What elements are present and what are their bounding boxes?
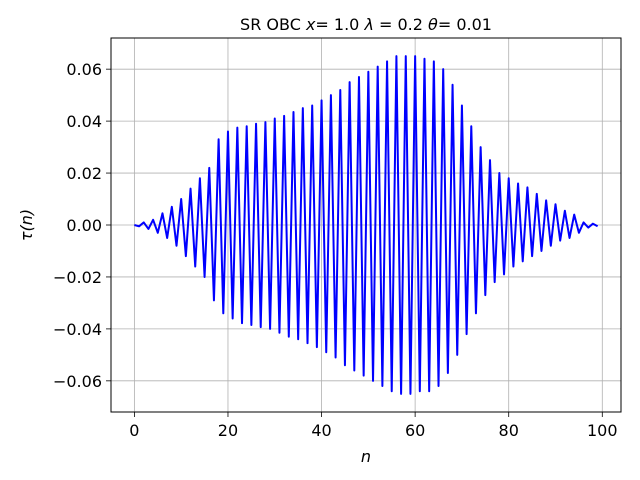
- series-line: [134, 55, 599, 395]
- y-axis-label: τ(n): [17, 209, 36, 241]
- y-tick-label: 0.06: [66, 60, 102, 79]
- y-tick-label: 0.00: [66, 216, 102, 235]
- x-tick-label: 0: [129, 421, 139, 440]
- line-layer: [134, 55, 599, 395]
- x-tick-label: 20: [218, 421, 238, 440]
- x-tick-label: 40: [311, 421, 331, 440]
- y-tick-label: −0.02: [53, 268, 102, 287]
- x-tick-label: 60: [405, 421, 425, 440]
- x-tick-label: 80: [499, 421, 519, 440]
- y-tick-label: −0.06: [53, 372, 102, 391]
- x-ticks: 0 20 40 60 80 100: [129, 412, 618, 440]
- y-tick-label: 0.02: [66, 164, 102, 183]
- chart-title: SR OBC x= 1.0 λ = 0.2 θ= 0.01: [240, 15, 492, 34]
- y-tick-label: 0.04: [66, 112, 102, 131]
- y-tick-label: −0.04: [53, 320, 102, 339]
- x-tick-label: 100: [587, 421, 618, 440]
- x-axis-label: n: [361, 447, 371, 466]
- y-ticks: −0.06 −0.04 −0.02 0.00 0.02 0.04 0.06: [53, 60, 111, 391]
